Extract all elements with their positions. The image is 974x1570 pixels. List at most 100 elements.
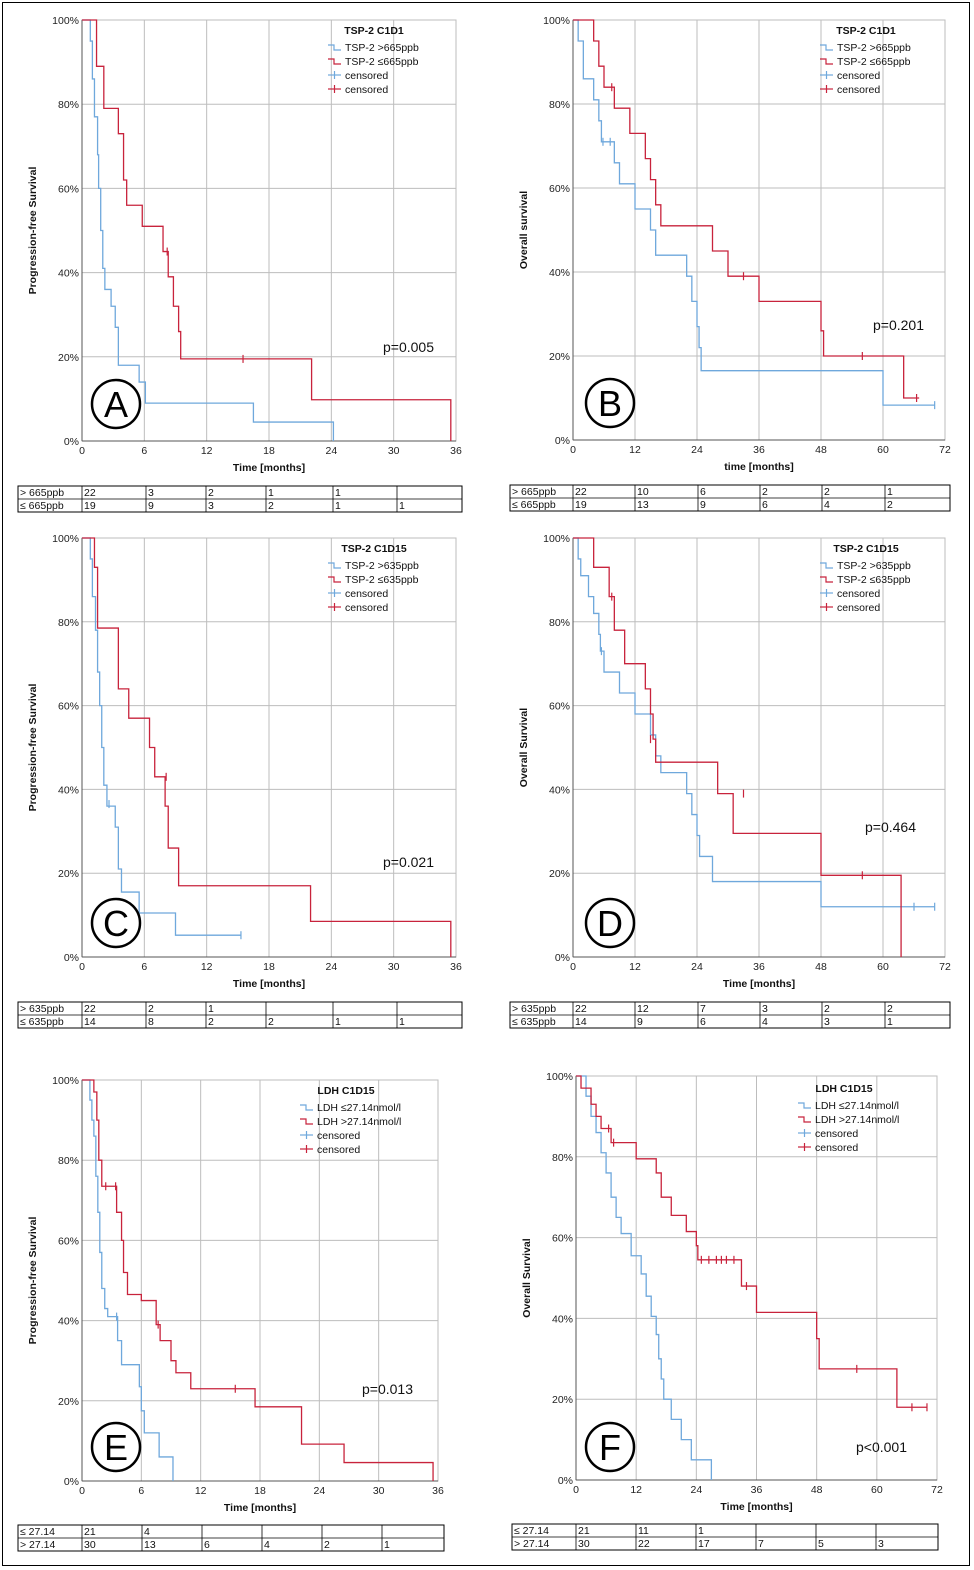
x-tick-label: 36 bbox=[753, 444, 765, 456]
risk-cell: 1 bbox=[887, 1016, 893, 1028]
panel-f: 0 12 24 36 48 60 720%20%40%60%80%100%Time [mon… bbox=[512, 1071, 943, 1550]
risk-cell: 12 bbox=[637, 1003, 649, 1015]
risk-table: > 635ppb 22 2 1≤ 635ppb 14 8 2 2 1 1 bbox=[18, 1002, 462, 1028]
risk-cell: 3 bbox=[148, 487, 154, 499]
km-curve-low bbox=[573, 538, 901, 957]
legend-item: censored bbox=[837, 84, 880, 96]
x-tick-label: 48 bbox=[815, 444, 827, 456]
risk-cell: 7 bbox=[758, 1538, 764, 1550]
panel-letter: C bbox=[103, 903, 129, 944]
risk-row-label: ≤ 665ppb bbox=[20, 500, 64, 512]
risk-table: > 635ppb 22 12 7 3 2 2≤ 635ppb 14 9 6 4 3 1 bbox=[510, 1002, 950, 1028]
risk-table: ≤ 27.14 21 11 1> 27.14 30 22 17 7 5 3 bbox=[512, 1524, 938, 1550]
legend-title: TSP-2 C1D15 bbox=[833, 543, 899, 555]
legend-line-swatch bbox=[300, 1119, 313, 1124]
y-tick-label: 100% bbox=[52, 1075, 79, 1087]
panel-letter: D bbox=[597, 903, 623, 944]
risk-row-label: > 665ppb bbox=[20, 487, 64, 499]
x-tick-label: 60 bbox=[877, 961, 889, 973]
legend-line-swatch bbox=[798, 1117, 811, 1122]
p-value: p=0.005 bbox=[383, 339, 434, 355]
risk-table: > 665ppb 22 10 6 2 2 1≤ 665ppb 19 13 9 6 4 2 bbox=[510, 485, 950, 511]
risk-cell: 4 bbox=[762, 1016, 768, 1028]
risk-cell: 4 bbox=[264, 1539, 270, 1551]
legend-line-swatch bbox=[328, 563, 341, 568]
y-tick-label: 0% bbox=[555, 435, 570, 447]
risk-cell: 2 bbox=[208, 1016, 214, 1028]
km-curve-high bbox=[573, 20, 935, 405]
panel-d: 0 12 24 36 48 60 720%20%40%60%80%100%Time [mon… bbox=[510, 533, 951, 1028]
risk-cell: 6 bbox=[700, 1016, 706, 1028]
y-tick-label: 80% bbox=[58, 1155, 79, 1167]
risk-cell: 11 bbox=[638, 1525, 649, 1537]
risk-cell: 13 bbox=[144, 1539, 156, 1551]
x-tick-label: 24 bbox=[691, 961, 703, 973]
risk-cell: 2 bbox=[887, 499, 893, 511]
y-tick-label: 0% bbox=[64, 436, 79, 448]
risk-row-label: ≤ 27.14 bbox=[514, 1525, 549, 1537]
x-tick-label: 6 bbox=[138, 1485, 144, 1497]
y-tick-label: 80% bbox=[549, 617, 570, 629]
legend-line-swatch bbox=[328, 45, 341, 50]
risk-cell: 2 bbox=[208, 487, 214, 499]
x-tick-label: 18 bbox=[263, 961, 275, 973]
y-tick-label: 100% bbox=[52, 533, 79, 545]
risk-row-label: > 27.14 bbox=[514, 1538, 549, 1550]
x-axis-label: Time [months] bbox=[224, 1502, 296, 1514]
y-axis-label: Progression-free Survival bbox=[27, 1217, 39, 1345]
legend-item: censored bbox=[317, 1130, 360, 1142]
x-tick-label: 48 bbox=[815, 961, 827, 973]
legend-line-swatch bbox=[328, 577, 341, 582]
risk-cell: 1 bbox=[335, 487, 341, 499]
y-axis-label: Overall Survival bbox=[518, 708, 530, 787]
y-tick-label: 60% bbox=[58, 1235, 79, 1247]
legend-item: TSP-2 >635ppb bbox=[837, 560, 911, 572]
risk-cell: 2 bbox=[268, 500, 274, 512]
km-curve-high bbox=[82, 20, 333, 441]
risk-cell: 1 bbox=[399, 500, 405, 512]
legend-item: censored bbox=[815, 1142, 858, 1154]
risk-cell: 30 bbox=[578, 1538, 590, 1550]
y-tick-label: 20% bbox=[58, 352, 79, 364]
legend-line-swatch bbox=[300, 1105, 313, 1110]
x-tick-label: 12 bbox=[630, 1484, 642, 1496]
risk-cell: 2 bbox=[268, 1016, 274, 1028]
y-axis-label: Progression-free Survival bbox=[27, 167, 39, 295]
x-tick-label: 6 bbox=[141, 445, 147, 457]
p-value: p=0.021 bbox=[383, 854, 434, 870]
x-axis-label: Time [months] bbox=[233, 462, 305, 474]
risk-cell: 19 bbox=[84, 500, 96, 512]
x-tick-label: 36 bbox=[450, 961, 462, 973]
x-tick-label: 0 bbox=[79, 445, 85, 457]
y-tick-label: 40% bbox=[58, 1316, 79, 1328]
x-tick-label: 36 bbox=[450, 445, 462, 457]
x-tick-label: 30 bbox=[388, 961, 400, 973]
legend-item: LDH ≤27.14nmol/l bbox=[317, 1102, 401, 1114]
x-tick-label: 12 bbox=[195, 1485, 207, 1497]
risk-cell: 9 bbox=[700, 499, 706, 511]
km-curve-low bbox=[82, 538, 451, 957]
risk-cell: 3 bbox=[824, 1016, 830, 1028]
risk-cell: 2 bbox=[762, 486, 768, 498]
x-tick-label: 24 bbox=[325, 961, 337, 973]
x-tick-label: 48 bbox=[811, 1484, 823, 1496]
y-tick-label: 60% bbox=[549, 701, 570, 713]
risk-cell: 30 bbox=[84, 1539, 96, 1551]
y-tick-label: 20% bbox=[552, 1394, 573, 1406]
x-tick-label: 36 bbox=[432, 1485, 444, 1497]
risk-cell: 14 bbox=[84, 1016, 96, 1028]
legend-item: TSP-2 ≤635ppb bbox=[837, 574, 911, 586]
y-tick-label: 40% bbox=[552, 1313, 573, 1325]
y-tick-label: 100% bbox=[543, 533, 570, 545]
y-tick-label: 20% bbox=[58, 1396, 79, 1408]
p-value: p<0.001 bbox=[856, 1439, 907, 1455]
risk-cell: 6 bbox=[762, 499, 768, 511]
risk-cell: 4 bbox=[144, 1526, 150, 1538]
legend-item: censored bbox=[837, 588, 880, 600]
y-tick-label: 0% bbox=[64, 952, 79, 964]
risk-cell: 22 bbox=[84, 487, 96, 499]
legend-item: censored bbox=[837, 602, 880, 614]
y-tick-label: 0% bbox=[558, 1475, 573, 1487]
risk-cell: 1 bbox=[698, 1525, 704, 1537]
panel-letter: E bbox=[104, 1427, 128, 1468]
